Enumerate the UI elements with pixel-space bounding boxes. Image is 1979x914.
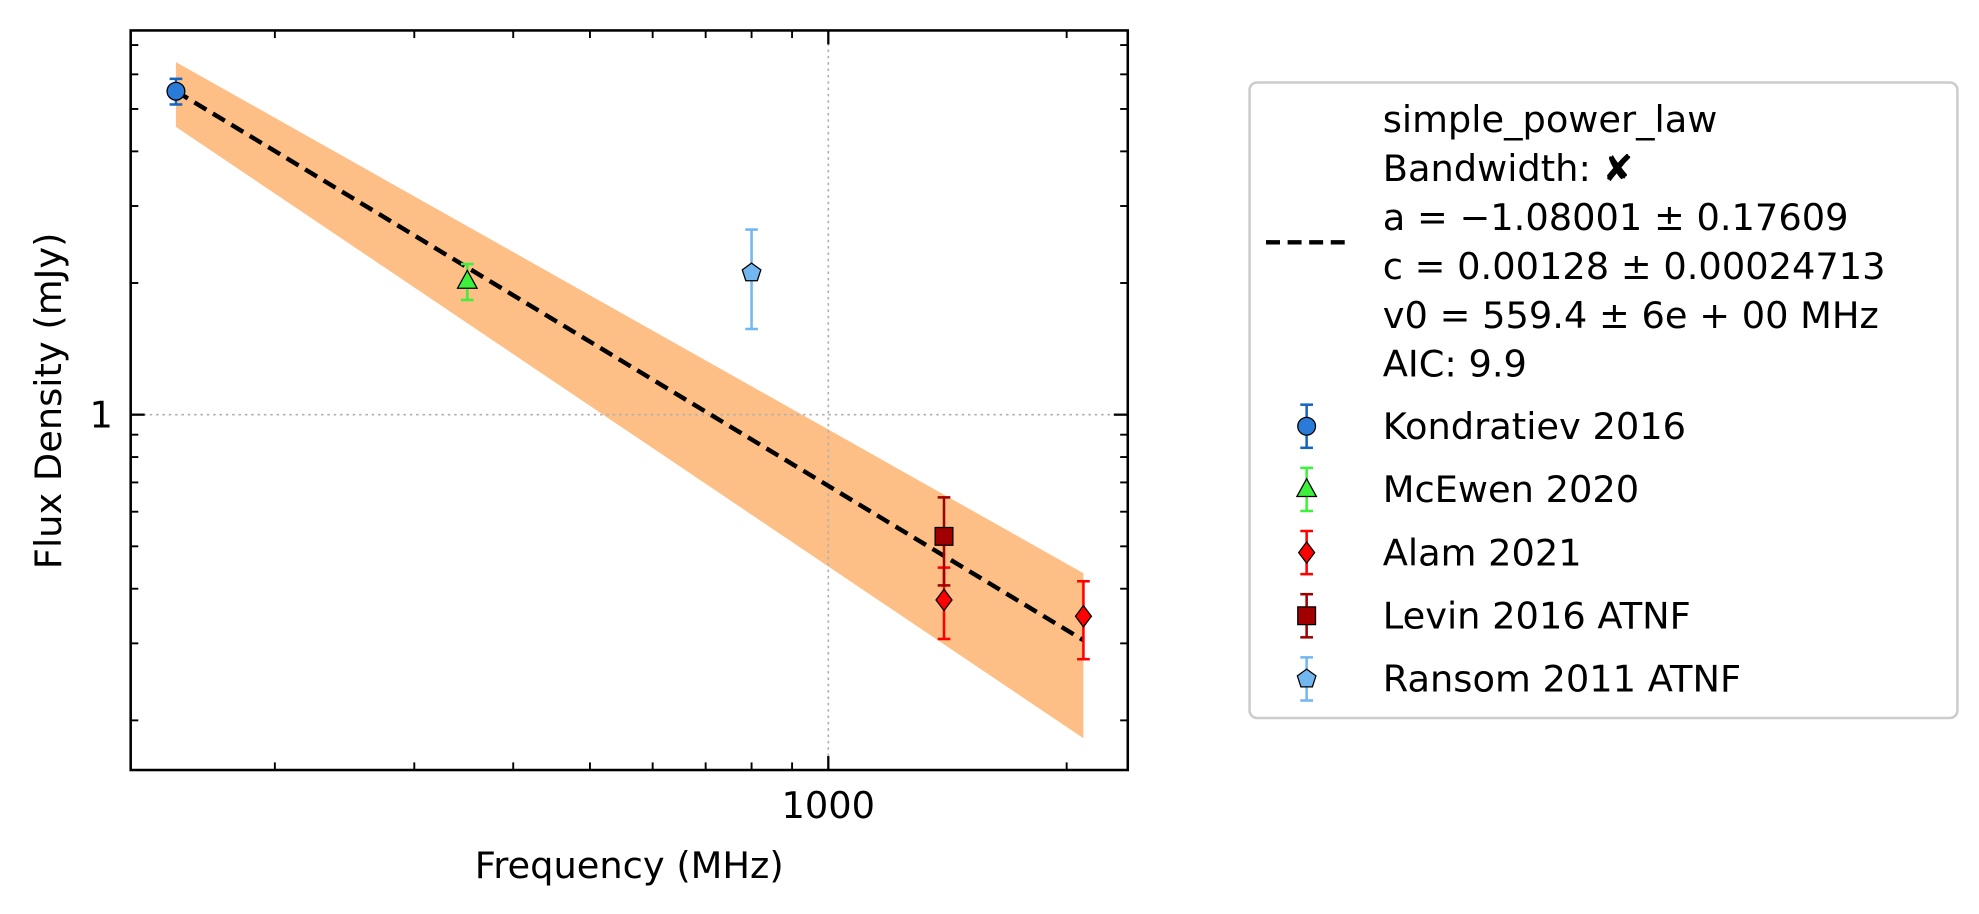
- legend-label: Ransom 2011 ATNF: [1383, 658, 1741, 701]
- fit-line: [174, 89, 1085, 643]
- legend-label: Bandwidth: ✘: [1383, 147, 1634, 190]
- legend-swatch: [1297, 540, 1316, 565]
- legend-label: McEwen 2020: [1383, 468, 1639, 511]
- marker: [935, 588, 953, 612]
- legend-label: a = −1.08001 ± 0.17609: [1383, 196, 1849, 239]
- legend-swatch: [1297, 606, 1317, 626]
- legend-label: Kondratiev 2016: [1383, 405, 1686, 448]
- legend-label: Levin 2016 ATNF: [1383, 594, 1691, 637]
- legend-swatch: [1297, 416, 1317, 436]
- legend-label: simple_power_law: [1383, 98, 1718, 141]
- legend-box: [1248, 81, 1959, 720]
- y-tick-label: 1: [90, 393, 113, 436]
- x-axis-label: Frequency (MHz): [475, 844, 784, 887]
- marker: [456, 269, 479, 289]
- marker: [166, 81, 186, 101]
- y-axis-label: Flux Density (mJy): [27, 233, 70, 570]
- marker: [934, 526, 954, 546]
- x-tick-label: 1000: [782, 784, 876, 827]
- legend-swatch: [1295, 477, 1318, 498]
- legend-label: c = 0.00128 ± 0.00024713: [1383, 245, 1886, 288]
- marker: [1074, 604, 1093, 628]
- legend-label: Alam 2021: [1383, 531, 1582, 574]
- legend-label: AIC: 9.9: [1383, 343, 1527, 386]
- plot-frame: [129, 29, 1130, 772]
- legend-swatch: [1296, 668, 1317, 688]
- fit-band: [175, 62, 1084, 739]
- legend-label: v0 = 559.4 ± 6e + 00 MHz: [1383, 294, 1879, 337]
- marker: [741, 262, 762, 282]
